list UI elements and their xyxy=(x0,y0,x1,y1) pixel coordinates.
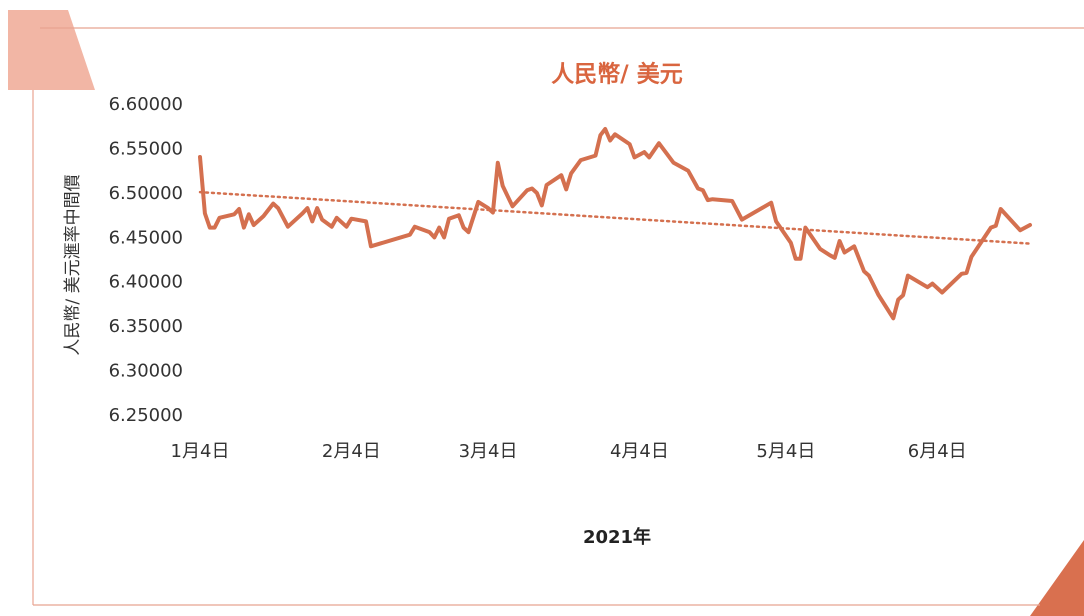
y-tick-label: 6.50000 xyxy=(109,183,183,204)
x-tick-label: 5月4日 xyxy=(756,441,815,462)
y-tick-label: 6.25000 xyxy=(109,405,183,426)
chart-title: 人民幣/ 美元 xyxy=(551,61,682,88)
y-tick-label: 6.60000 xyxy=(109,94,183,115)
data-line xyxy=(198,127,1032,321)
x-tick-label: 1月4日 xyxy=(171,441,230,462)
y-tick-label: 6.40000 xyxy=(109,272,183,293)
y-tick-label: 6.45000 xyxy=(109,227,183,248)
x-axis-label: 2021年 xyxy=(583,526,651,548)
corner-decoration xyxy=(1030,540,1084,616)
x-tick-label: 4月4日 xyxy=(610,441,669,462)
y-tick-label: 6.55000 xyxy=(109,138,183,159)
y-tick-label: 6.35000 xyxy=(109,316,183,337)
y-tick-label: 6.30000 xyxy=(109,361,183,382)
x-tick-label: 6月4日 xyxy=(908,441,967,462)
corner-decoration xyxy=(8,10,95,90)
trend-line xyxy=(198,190,1032,245)
x-tick-label: 3月4日 xyxy=(459,441,518,462)
y-axis-label: 人民幣/ 美元滙率中間價 xyxy=(63,174,83,355)
x-tick-label: 2月4日 xyxy=(322,441,381,462)
